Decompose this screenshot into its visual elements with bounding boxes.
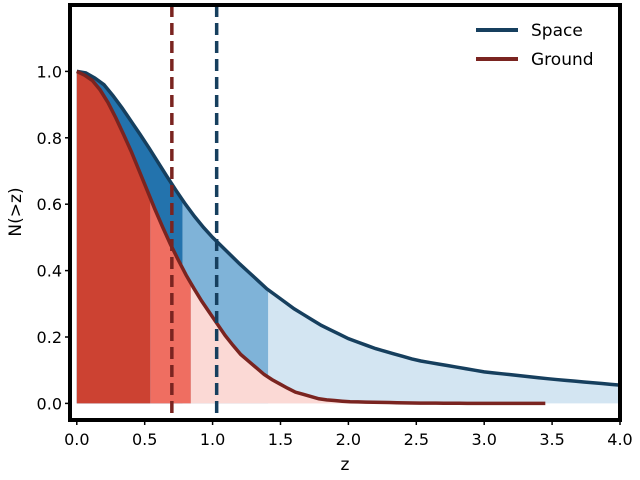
y-tick-label: 0.0 xyxy=(37,394,62,413)
series-lines xyxy=(76,69,621,406)
x-tick-label: 0.0 xyxy=(64,430,89,449)
axis-ticks: 0.0 0.5 1.0 1.5 2.0 2.5 3.0 3.5 4.0 0.0 0.2 0.4 0.6 0… xyxy=(37,62,633,449)
series-line-ground xyxy=(76,69,546,406)
x-tick-label: 3.0 xyxy=(471,430,496,449)
x-tick-label: 3.5 xyxy=(539,430,564,449)
fill-band-space-2 xyxy=(268,289,620,404)
y-tick-label: 1.0 xyxy=(37,62,62,81)
x-tick-label: 4.0 xyxy=(607,430,632,449)
series-line-space xyxy=(76,69,621,387)
fill-band-ground-5 xyxy=(190,283,546,404)
fill-band-ground-3 xyxy=(76,71,151,404)
threshold-lines xyxy=(170,5,219,420)
y-tick-label: 0.6 xyxy=(37,195,62,214)
y-axis-label: N(>z) xyxy=(6,187,26,236)
x-tick-label: 0.5 xyxy=(132,430,157,449)
legend: Space Ground xyxy=(476,21,594,70)
x-tick-label: 1.5 xyxy=(268,430,293,449)
y-tick-label: 0.4 xyxy=(37,262,62,281)
x-tick-label: 1.0 xyxy=(200,430,225,449)
legend-label-space: Space xyxy=(531,21,583,41)
x-tick-label: 2.5 xyxy=(404,430,429,449)
fill-bands xyxy=(76,71,620,404)
x-tick-label: 2.0 xyxy=(336,430,361,449)
plot-frame xyxy=(68,3,622,422)
x-axis-label: z xyxy=(341,455,350,475)
y-tick-label: 0.8 xyxy=(37,129,62,148)
y-tick-label: 0.2 xyxy=(37,328,62,347)
legend-label-ground: Ground xyxy=(531,50,594,70)
